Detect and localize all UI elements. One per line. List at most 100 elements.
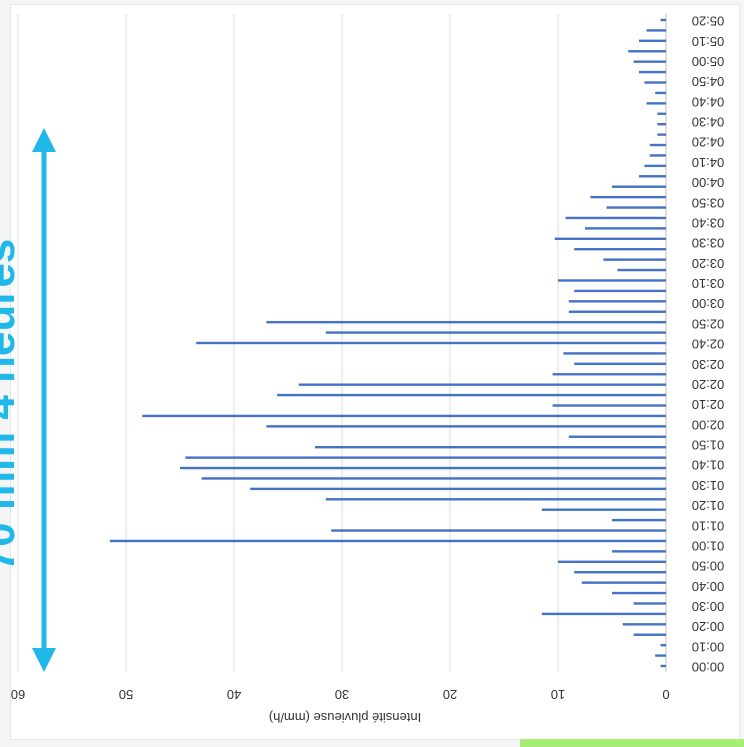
x-tick-label: 04:20 <box>692 135 725 150</box>
x-tick-label: 03:30 <box>692 236 725 251</box>
x-tick-label: 03:10 <box>692 276 725 291</box>
x-tick-label: 03:50 <box>692 195 725 210</box>
x-tick-label: 04:30 <box>692 115 725 130</box>
bar <box>565 216 666 220</box>
bar <box>628 50 666 53</box>
bar <box>180 466 666 470</box>
y-tick-label: 30 <box>335 687 349 702</box>
bar <box>649 143 666 147</box>
x-tick-label: 04:40 <box>692 94 725 109</box>
y-tick-labels: 0 10 20 30 40 50 60 <box>11 687 670 702</box>
bar <box>612 550 666 553</box>
bar <box>558 560 666 564</box>
x-tick-label: 05:20 <box>692 14 725 29</box>
bar <box>266 425 666 428</box>
bar <box>109 539 667 543</box>
bar <box>554 237 666 241</box>
bar-layer <box>109 18 667 668</box>
bar <box>574 571 666 574</box>
bar <box>574 248 666 251</box>
bar <box>639 39 666 43</box>
bar <box>331 529 666 532</box>
x-tick-label: 01:20 <box>692 498 725 513</box>
y-tick-label: 0 <box>662 687 669 702</box>
bar <box>639 70 666 74</box>
bar <box>644 81 666 84</box>
bar <box>612 518 666 522</box>
y-tick-label: 60 <box>11 687 25 702</box>
x-tick-label: 05:10 <box>692 34 725 49</box>
bar <box>655 654 666 657</box>
x-tick-label: 04:50 <box>692 74 725 89</box>
x-tick-label: 00:50 <box>692 559 725 574</box>
x-tick-label: 00:40 <box>692 579 725 594</box>
y-tick-label: 50 <box>119 687 133 702</box>
arrow-head-bottom-icon <box>32 648 56 672</box>
bar <box>660 18 666 22</box>
bar <box>298 383 666 386</box>
arrow-head-top-icon <box>32 128 56 152</box>
bar <box>585 227 666 230</box>
bar <box>563 352 666 355</box>
bar <box>142 414 666 418</box>
bar <box>646 102 666 105</box>
bar <box>646 29 666 32</box>
bar <box>617 268 666 272</box>
x-tick-labels: 00:00 00:10 00:20 00:30 00:40 00:50 01:00 01:10… <box>692 14 725 675</box>
x-tick-label: 01:40 <box>692 458 725 473</box>
x-tick-label: 02:40 <box>692 337 725 352</box>
x-tick-label: 02:10 <box>692 397 725 412</box>
duration-annotation: 70 mm 4 heures <box>0 239 24 572</box>
bar <box>581 581 666 584</box>
bar <box>660 643 666 647</box>
annotation-layer: 70 mm 4 heures <box>0 128 56 672</box>
bar <box>633 602 666 605</box>
bar <box>552 404 666 407</box>
bar <box>201 477 666 480</box>
x-tick-label: 00:20 <box>692 619 725 634</box>
bar <box>574 362 666 366</box>
bar <box>657 122 666 126</box>
x-tick-label: 01:10 <box>692 518 725 533</box>
x-tick-label: 02:20 <box>692 377 725 392</box>
x-tick-label: 01:50 <box>692 438 725 453</box>
x-tick-label: 00:00 <box>692 660 725 675</box>
bar <box>649 154 666 157</box>
x-tick-label: 04:00 <box>692 175 725 190</box>
y-axis-label: Intensité pluvieuse (mm/h) <box>269 710 421 725</box>
bar <box>633 60 666 63</box>
chart-card <box>10 4 740 740</box>
bar <box>660 664 666 668</box>
x-tick-label: 00:10 <box>692 639 725 654</box>
x-tick-label: 02:00 <box>692 417 725 432</box>
x-tick-label: 00:30 <box>692 599 725 614</box>
bar <box>639 175 666 178</box>
bar <box>655 91 666 95</box>
bar <box>185 456 666 459</box>
bar <box>196 341 666 345</box>
bar <box>622 623 666 626</box>
bar <box>266 320 666 324</box>
bar <box>606 206 666 209</box>
x-tick-label: 03:40 <box>692 215 725 230</box>
bar <box>250 487 666 491</box>
x-tick-label: 02:50 <box>692 316 725 331</box>
x-tick-label: 01:30 <box>692 478 725 493</box>
bar <box>568 310 666 313</box>
x-tick-label: 02:30 <box>692 357 725 372</box>
y-tick-label: 40 <box>227 687 241 702</box>
bar <box>603 258 666 261</box>
y-tick-label: 10 <box>551 687 565 702</box>
bar <box>657 112 666 115</box>
bar <box>558 279 666 282</box>
bar <box>277 393 666 397</box>
bar <box>315 445 666 449</box>
bar <box>541 508 666 511</box>
bar <box>644 164 666 168</box>
x-tick-label: 01:00 <box>692 538 725 553</box>
y-tick-label: 20 <box>443 687 457 702</box>
bar <box>574 289 666 293</box>
x-tick-label: 03:00 <box>692 296 725 311</box>
